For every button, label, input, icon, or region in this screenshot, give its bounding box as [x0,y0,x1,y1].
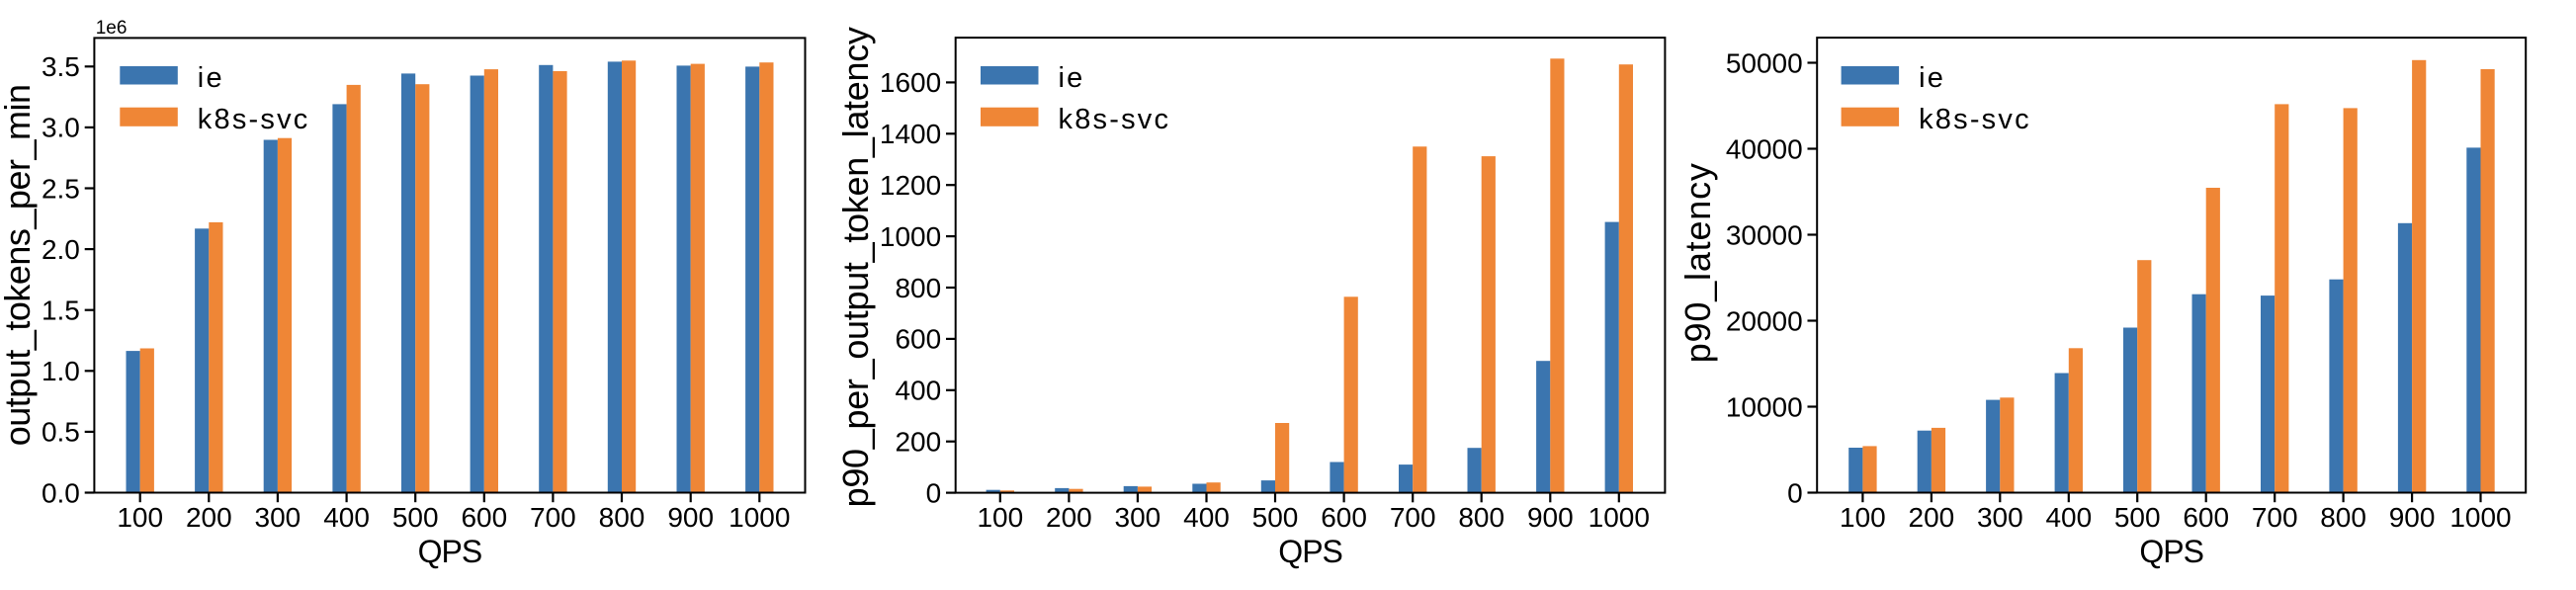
svg-text:50000: 50000 [1726,47,1803,78]
svg-text:200: 200 [1909,502,1955,533]
svg-text:1.5: 1.5 [42,295,80,326]
svg-text:3.0: 3.0 [42,113,80,143]
svg-text:40000: 40000 [1726,133,1803,164]
svg-text:3.5: 3.5 [42,51,80,82]
svg-text:30000: 30000 [1726,219,1803,250]
svg-text:900: 900 [1527,502,1574,533]
svg-text:QPS: QPS [1278,534,1342,569]
svg-text:1.0: 1.0 [42,356,80,386]
svg-text:2.0: 2.0 [42,234,80,265]
svg-text:1000: 1000 [1589,502,1650,533]
svg-text:700: 700 [530,502,576,533]
svg-text:1000: 1000 [2449,502,2511,533]
svg-text:400: 400 [323,502,370,533]
svg-text:k8s-svc: k8s-svc [198,104,310,135]
svg-text:200: 200 [186,502,232,533]
svg-text:1000: 1000 [729,502,790,533]
svg-text:1400: 1400 [880,119,941,149]
svg-text:800: 800 [599,502,645,533]
svg-text:k8s-svc: k8s-svc [1919,104,2031,135]
svg-text:500: 500 [2114,502,2161,533]
svg-text:300: 300 [1115,502,1161,533]
svg-text:p90_latency: p90_latency [1677,162,1718,363]
svg-text:500: 500 [392,502,439,533]
svg-text:1e6: 1e6 [96,18,128,39]
svg-text:QPS: QPS [418,534,482,569]
svg-text:300: 300 [1977,502,2023,533]
svg-text:600: 600 [461,502,507,533]
svg-text:QPS: QPS [2139,534,2203,569]
svg-text:800: 800 [1458,502,1504,533]
svg-text:800: 800 [2320,502,2366,533]
svg-text:10000: 10000 [1726,391,1803,422]
svg-text:ie: ie [1059,62,1085,94]
svg-text:900: 900 [667,502,714,533]
svg-text:0.0: 0.0 [42,477,80,508]
svg-text:2.5: 2.5 [42,173,80,204]
svg-text:700: 700 [1390,502,1436,533]
svg-text:1600: 1600 [880,67,941,98]
svg-text:p90_per_output_token_latency: p90_per_output_token_latency [835,27,876,507]
svg-text:600: 600 [2183,502,2229,533]
svg-text:900: 900 [2389,502,2436,533]
svg-text:300: 300 [255,502,301,533]
svg-text:200: 200 [1046,502,1092,533]
svg-text:800: 800 [895,273,941,303]
svg-text:400: 400 [895,376,941,406]
svg-text:200: 200 [895,427,941,458]
svg-text:1000: 1000 [880,221,941,252]
svg-text:ie: ie [198,62,224,94]
svg-text:600: 600 [1321,502,1367,533]
svg-text:0: 0 [1787,477,1803,508]
svg-text:100: 100 [1840,502,1886,533]
svg-text:400: 400 [2045,502,2092,533]
svg-text:output_tokens_per_min: output_tokens_per_min [0,85,38,447]
svg-text:1200: 1200 [880,170,941,201]
svg-text:600: 600 [895,324,941,355]
svg-text:500: 500 [1252,502,1299,533]
svg-text:100: 100 [977,502,1023,533]
svg-text:20000: 20000 [1726,305,1803,336]
svg-text:k8s-svc: k8s-svc [1059,104,1171,135]
svg-text:100: 100 [117,502,163,533]
svg-text:ie: ie [1919,62,1945,94]
svg-text:0.5: 0.5 [42,417,80,448]
svg-text:400: 400 [1183,502,1230,533]
svg-text:700: 700 [2252,502,2298,533]
svg-text:0: 0 [926,477,942,508]
